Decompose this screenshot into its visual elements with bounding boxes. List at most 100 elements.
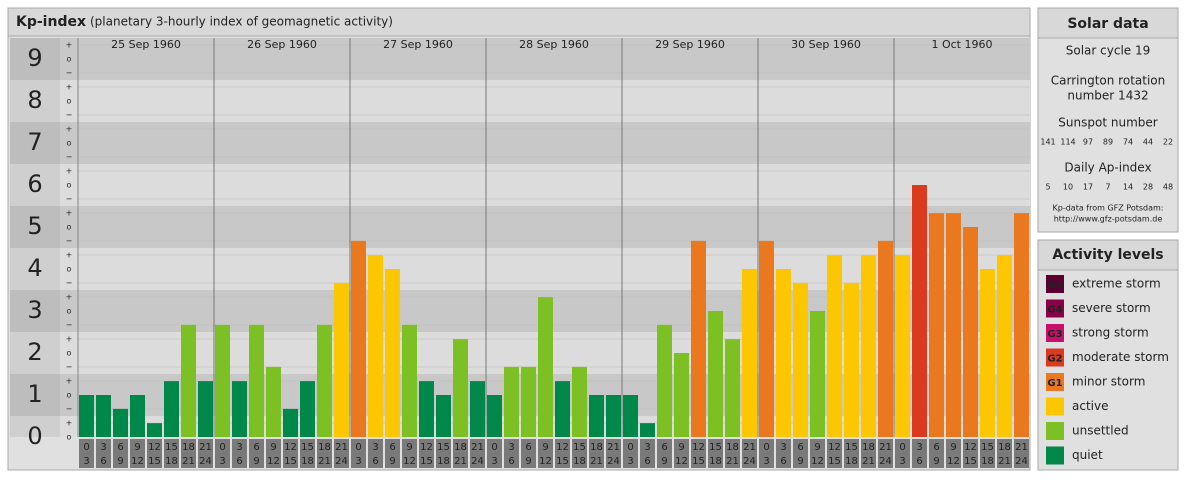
hour-end: 9 (933, 456, 939, 467)
ap-value: 17 (1083, 183, 1093, 192)
hour-start: 3 (372, 442, 378, 453)
hour-box (198, 439, 213, 468)
hour-box (436, 439, 451, 468)
hour-end: 15 (692, 456, 705, 467)
bar (640, 423, 655, 437)
hour-box (164, 439, 179, 468)
bar (96, 395, 111, 437)
hour-start: 6 (253, 442, 259, 453)
bar (504, 366, 519, 437)
sunspot-value: 141 (1040, 138, 1055, 147)
hour-start: 6 (389, 442, 395, 453)
hour-box (402, 439, 417, 468)
solar-title-bar (1037, 7, 1179, 39)
y-tick-label: 9 (27, 44, 42, 72)
hour-start: 0 (219, 442, 225, 453)
bar (725, 339, 740, 437)
bar (249, 324, 264, 437)
y-minor-label: + (66, 377, 73, 386)
hour-end: 21 (182, 456, 195, 467)
hour-start: 18 (318, 442, 331, 453)
bar (385, 269, 400, 437)
bar (878, 240, 893, 437)
hour-start: 15 (165, 442, 178, 453)
bar (997, 255, 1012, 437)
y-tick-label: 7 (27, 128, 42, 156)
hour-start: 6 (525, 442, 531, 453)
hour-end: 18 (981, 456, 994, 467)
hour-start: 3 (644, 442, 650, 453)
hour-end: 12 (947, 456, 960, 467)
hour-start: 18 (726, 442, 739, 453)
hour-end: 15 (420, 456, 433, 467)
hour-start: 9 (678, 442, 684, 453)
sunspot-value: 44 (1143, 138, 1153, 147)
hour-box (861, 439, 876, 468)
legend-label: quiet (1072, 448, 1103, 462)
ap-title: Daily Ap-index (1064, 161, 1151, 175)
hour-end: 18 (573, 456, 586, 467)
hour-end: 12 (675, 456, 688, 467)
hour-box (300, 439, 315, 468)
hour-box (504, 439, 519, 468)
y-minor-label: o (67, 391, 72, 400)
hour-box (827, 439, 842, 468)
hour-end: 9 (389, 456, 395, 467)
hour-box (997, 439, 1012, 468)
hour-box (895, 439, 910, 468)
hour-end: 24 (607, 456, 620, 467)
hour-box (538, 439, 553, 468)
hour-box (759, 439, 774, 468)
hour-end: 24 (879, 456, 892, 467)
hour-box (470, 439, 485, 468)
hour-start: 0 (355, 442, 361, 453)
bar (181, 324, 196, 437)
hour-start: 9 (950, 442, 956, 453)
bar (351, 240, 366, 437)
y-label-band (10, 290, 60, 332)
ap-value: 7 (1105, 183, 1110, 192)
hour-start: 18 (998, 442, 1011, 453)
hour-end: 6 (780, 456, 786, 467)
hour-start: 0 (83, 442, 89, 453)
hour-start: 12 (420, 442, 433, 453)
legend-label: minor storm (1072, 375, 1145, 389)
bar (657, 324, 672, 437)
ap-value: 14 (1123, 183, 1133, 192)
y-minor-label: + (66, 335, 73, 344)
y-minor-label: o (67, 349, 72, 358)
y-tick-label: 8 (27, 86, 42, 114)
hour-box (929, 439, 944, 468)
hour-start: 12 (556, 442, 569, 453)
legend-badge: G5 (1047, 280, 1062, 291)
hour-box (147, 439, 162, 468)
legend-swatch (1046, 422, 1064, 440)
hour-start: 15 (573, 442, 586, 453)
hour-start: 0 (899, 442, 905, 453)
hour-box (96, 439, 111, 468)
hour-start: 12 (828, 442, 841, 453)
bar (776, 269, 791, 437)
hour-start: 21 (1015, 442, 1028, 453)
hour-box (487, 439, 502, 468)
source: http://www.gfz-potsdam.de (1054, 215, 1163, 224)
sunspot-value: 97 (1083, 138, 1093, 147)
hour-start: 12 (692, 442, 705, 453)
hour-end: 24 (199, 456, 212, 467)
hour-box (963, 439, 978, 468)
hour-end: 6 (372, 456, 378, 467)
hour-box (385, 439, 400, 468)
hour-start: 0 (627, 442, 633, 453)
hour-box (283, 439, 298, 468)
hour-start: 12 (284, 442, 297, 453)
y-minor-label: − (66, 69, 73, 78)
y-label-band (10, 248, 60, 290)
ap-value: 28 (1143, 183, 1153, 192)
hour-box (640, 439, 655, 468)
legend-badge: G4 (1047, 305, 1062, 316)
day-label: 27 Sep 1960 (383, 38, 453, 51)
hour-start: 3 (100, 442, 106, 453)
y-tick-label: 5 (27, 212, 42, 240)
legend-badge: G1 (1047, 378, 1062, 389)
